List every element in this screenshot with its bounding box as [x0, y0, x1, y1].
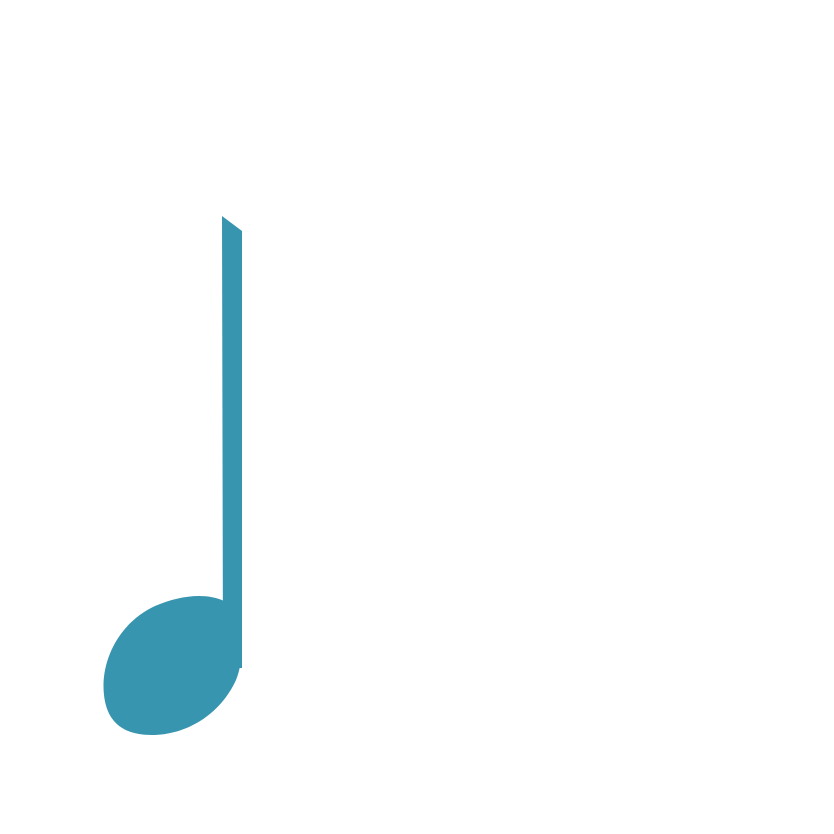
- note-head: [103, 595, 242, 735]
- note-stem: [222, 216, 242, 668]
